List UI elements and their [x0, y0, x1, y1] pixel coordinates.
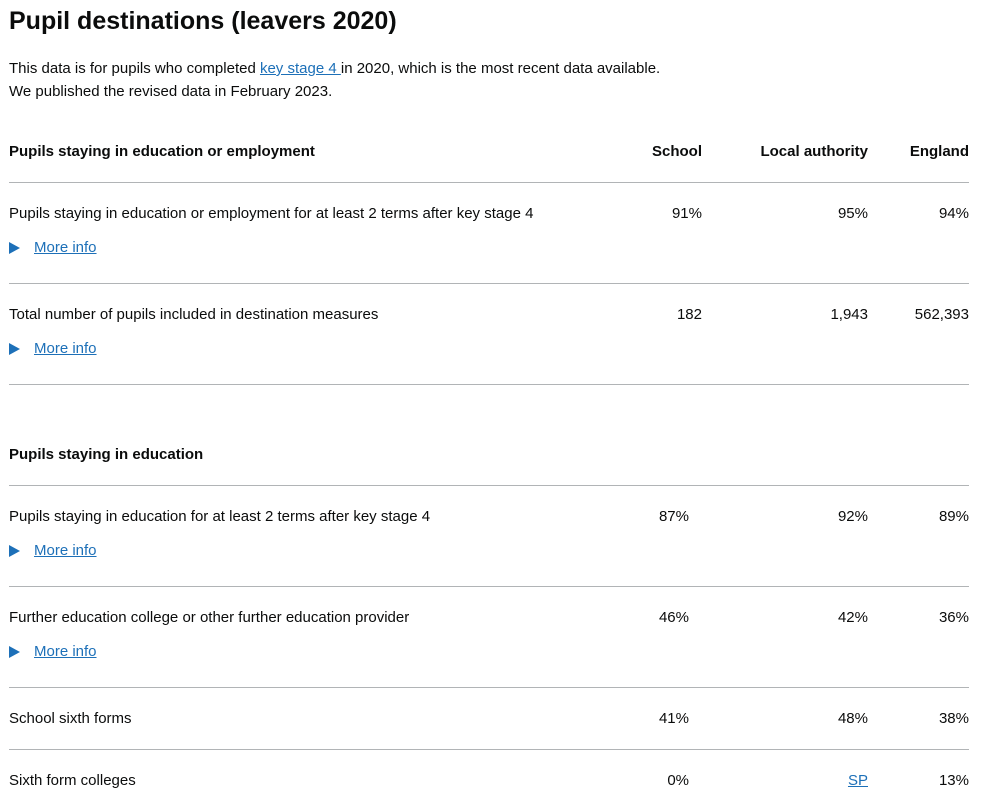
more-info-link[interactable]: More info: [34, 542, 97, 559]
more-info-link[interactable]: More info: [34, 340, 97, 357]
intro-text-start: This data is for pupils who completed: [9, 60, 260, 77]
expand-triangle-icon: [9, 242, 20, 254]
row-england-value: 562,393: [914, 306, 969, 323]
more-info-link[interactable]: More info: [34, 643, 97, 660]
col-header-local-authority: Local authority: [760, 143, 868, 160]
row-label-staying-in-education: Pupils staying in education for at least…: [9, 508, 431, 525]
key-stage-4-link[interactable]: key stage 4: [259, 60, 341, 77]
row-label-school-sixth-forms: School sixth forms: [9, 710, 132, 727]
more-info-toggle[interactable]: More info: [9, 643, 97, 660]
row-la-value: 48%: [837, 710, 868, 727]
col-header-england: England: [909, 143, 969, 160]
divider: [9, 749, 969, 750]
row-la-value: 95%: [837, 205, 868, 222]
row-england-value: 13%: [938, 772, 969, 789]
row-england-value: 36%: [938, 609, 969, 626]
row-label-further-education: Further education college or other furth…: [9, 609, 410, 626]
expand-triangle-icon: [9, 545, 20, 557]
row-england-value: 94%: [938, 205, 969, 222]
divider: [9, 384, 969, 385]
divider: [9, 687, 969, 688]
row-label-total-pupils: Total number of pupils included in desti…: [9, 306, 379, 323]
more-info-toggle[interactable]: More info: [9, 239, 97, 256]
page-title: Pupil destinations (leavers 2020): [9, 7, 397, 35]
more-info-toggle[interactable]: More info: [9, 542, 97, 559]
expand-triangle-icon: [9, 646, 20, 658]
suppressed-value-link[interactable]: SP: [847, 772, 868, 789]
expand-triangle-icon: [9, 343, 20, 355]
row-school-value: 46%: [658, 609, 689, 626]
row-england-value: 38%: [938, 710, 969, 727]
divider: [9, 182, 969, 183]
row-label-sixth-form-colleges: Sixth form colleges: [9, 772, 136, 789]
section-heading-education: Pupils staying in education: [9, 446, 204, 463]
row-school-value: 91%: [671, 205, 702, 222]
row-school-value: 182: [676, 306, 702, 323]
row-la-value: 42%: [837, 609, 868, 626]
intro-text-end: in 2020, which is the most recent data a…: [340, 60, 661, 77]
row-la-value: 1,943: [830, 306, 868, 323]
more-info-toggle[interactable]: More info: [9, 340, 97, 357]
row-la-value: 92%: [837, 508, 868, 525]
row-school-value: 0%: [667, 772, 689, 789]
divider: [9, 586, 969, 587]
col-header-school: School: [651, 143, 702, 160]
row-england-value: 89%: [938, 508, 969, 525]
section-heading-education-employment: Pupils staying in education or employmen…: [9, 143, 315, 160]
divider: [9, 283, 969, 284]
row-label-education-employment: Pupils staying in education or employmen…: [9, 205, 534, 222]
row-school-value: 41%: [658, 710, 689, 727]
divider: [9, 485, 969, 486]
more-info-link[interactable]: More info: [34, 239, 97, 256]
row-school-value: 87%: [658, 508, 689, 525]
intro-published-date: We published the revised data in Februar…: [9, 83, 333, 100]
intro-text: This data is for pupils who completed ke…: [9, 57, 660, 103]
